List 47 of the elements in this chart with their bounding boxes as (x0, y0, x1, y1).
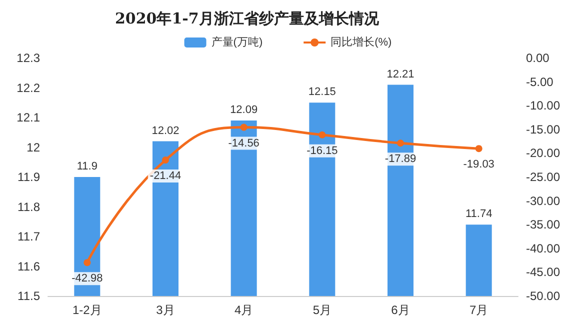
data-label: 12.21 (386, 68, 414, 80)
y-tick-label: 11.6 (18, 259, 40, 274)
y2-tick-label: -15.00 (526, 122, 560, 136)
point (397, 140, 404, 147)
y2-tick-label: -35.00 (526, 218, 560, 232)
data-label: 12.02 (152, 124, 180, 137)
y2-tick-label: -40.00 (526, 241, 560, 256)
data-label: -17.89 (384, 153, 416, 166)
y-tick-label: 11.8 (18, 200, 40, 214)
data-label: 11.74 (465, 208, 492, 220)
point (84, 259, 91, 266)
chart-title: 2020年1-7月浙江省纱产量及增长情况 (115, 10, 380, 28)
y-tick-label: 12 (26, 140, 40, 154)
x-tick-label: 4月 (234, 303, 254, 317)
y-tick-label: 12.1 (16, 110, 40, 124)
data-label: 12.09 (230, 104, 258, 116)
legend-label: 产量(万吨) (211, 36, 263, 48)
y-tick-label: 12.2 (16, 80, 40, 95)
y-tick-label: 11.7 (18, 230, 40, 244)
point (162, 156, 169, 164)
point (475, 145, 482, 152)
data-label: -19.03 (463, 158, 494, 171)
x-tick-label: 6月 (391, 303, 410, 317)
y-tick-label: 12.3 (16, 51, 40, 65)
data-label: -42.98 (72, 272, 103, 285)
data-label: 12.15 (308, 86, 336, 98)
x-tick-label: 1-2月 (72, 303, 102, 317)
data-label: -16.15 (306, 144, 338, 157)
y-tick-label: 11.9 (18, 170, 40, 184)
y2-tick-label: -10.00 (526, 98, 560, 113)
y-tick-label: 11.5 (18, 289, 40, 303)
data-label: -14.56 (228, 137, 260, 150)
y2-tick-label: -25.00 (526, 170, 560, 184)
y2-tick-label: -20.00 (526, 146, 560, 160)
legend-label: 同比增长(%) (330, 36, 392, 48)
y2-tick-label: 0.00 (526, 51, 550, 65)
y2-tick-label: -50.00 (526, 289, 560, 303)
point (240, 124, 248, 131)
point (318, 131, 326, 138)
data-label: -21.44 (150, 170, 182, 182)
y2-tick-label: -5.00 (526, 74, 554, 89)
x-tick-label: 7月 (469, 303, 488, 317)
y2-tick-label: -45.00 (526, 265, 560, 280)
x-tick-label: 5月 (312, 303, 332, 317)
y2-tick-label: -30.00 (526, 194, 560, 208)
data-label: 11.9 (76, 160, 98, 172)
x-tick-label: 3月 (156, 303, 175, 317)
